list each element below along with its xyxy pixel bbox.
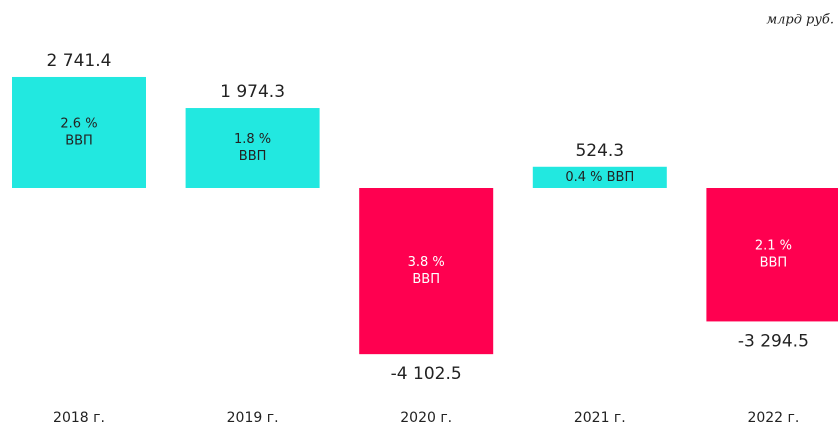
x-tick-label: 2022 г. xyxy=(747,410,799,425)
bar xyxy=(12,76,146,188)
gdp-share-label: ВВП xyxy=(65,133,93,148)
gdp-share-label: ВВП xyxy=(760,256,788,271)
value-label: -4 102.5 xyxy=(391,364,462,384)
unit-label: млрд руб. xyxy=(766,13,834,28)
x-tick-label: 2019 г. xyxy=(227,410,279,425)
gdp-share-label: ВВП xyxy=(239,149,267,164)
bar xyxy=(185,108,320,188)
x-tick-label: 2020 г. xyxy=(400,410,452,425)
gdp-share-label: 1.8 % xyxy=(234,132,271,147)
x-tick-label: 2021 г. xyxy=(574,410,626,425)
bar xyxy=(706,188,838,322)
gdp-share-label: 2.1 % xyxy=(755,239,792,254)
gdp-share-label: ВВП xyxy=(412,272,440,287)
gdp-share-label: 3.8 % xyxy=(408,255,445,270)
gdp-share-label: 2.6 % xyxy=(60,116,97,131)
value-label: 524.3 xyxy=(575,141,624,161)
value-label: 2 741.4 xyxy=(47,51,112,71)
x-tick-label: 2018 г. xyxy=(53,410,105,425)
value-label: -3 294.5 xyxy=(738,331,809,351)
bar xyxy=(359,188,494,355)
gdp-share-label: 0.4 % ВВП xyxy=(565,170,634,185)
bar xyxy=(532,166,667,188)
value-label: 1 974.3 xyxy=(220,82,285,102)
